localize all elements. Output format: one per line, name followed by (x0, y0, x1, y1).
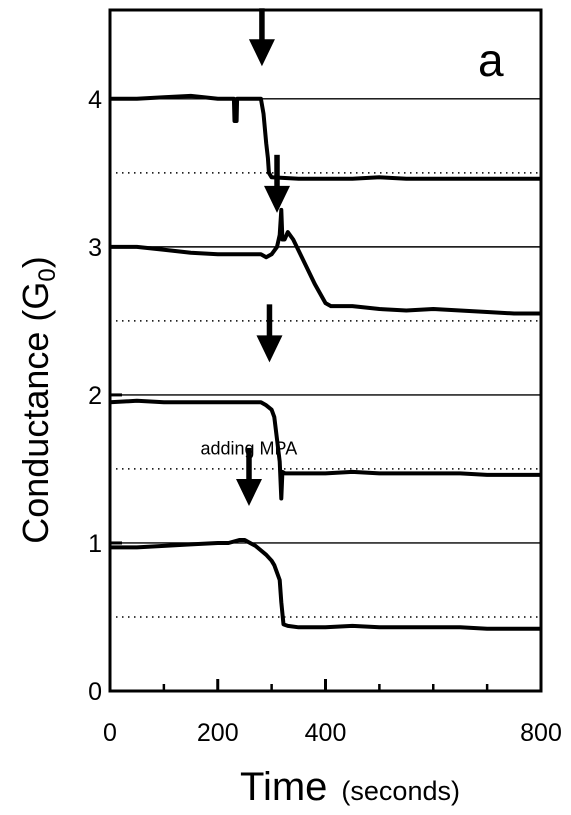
y-tick-label: 1 (88, 530, 102, 558)
event-arrow-3 (256, 304, 283, 363)
event-arrow-4 (235, 447, 262, 506)
y-tick-label: 0 (88, 678, 102, 706)
event-arrow-1 (248, 8, 275, 67)
y-axis-label-subscript: 0 (34, 268, 61, 281)
x-tick-label: 0 (103, 719, 117, 747)
arrow-head (235, 478, 262, 506)
y-axis-label-main: Conductance (G (15, 282, 56, 544)
x-axis-label-main: Time (240, 765, 327, 809)
x-tick-label: 800 (520, 719, 562, 747)
x-tick-label: 200 (197, 719, 239, 747)
arrow-head (248, 39, 275, 67)
conductance-traces (109, 93, 541, 631)
y-tick-label: 3 (88, 234, 102, 262)
plot-frame (108, 8, 543, 693)
y-axis-label-close: ) (15, 256, 56, 268)
x-tick-label: 400 (305, 719, 347, 747)
solid-reference-lines (110, 98, 541, 544)
series-line-2 (110, 207, 541, 316)
axis-ticks: 0 200 400 800 0 1 2 3 4 (88, 86, 562, 747)
x-axis-label-unit: (seconds) (341, 776, 460, 806)
annotation-adding-mpa: adding MPA (201, 439, 298, 459)
series-line-4 (110, 538, 541, 631)
x-axis-label: Time (seconds) (240, 765, 460, 809)
event-arrow-2 (264, 154, 291, 213)
arrow-head (256, 335, 283, 363)
y-axis-label: Conductance (G0) (15, 256, 61, 544)
y-tick-label: 2 (88, 382, 102, 410)
event-arrows (235, 8, 291, 506)
panel-label: a (478, 34, 504, 86)
y-tick-label: 4 (88, 86, 102, 114)
arrow-head (264, 185, 291, 213)
series-line-3 (109, 398, 541, 501)
series-line-1 (110, 93, 541, 181)
